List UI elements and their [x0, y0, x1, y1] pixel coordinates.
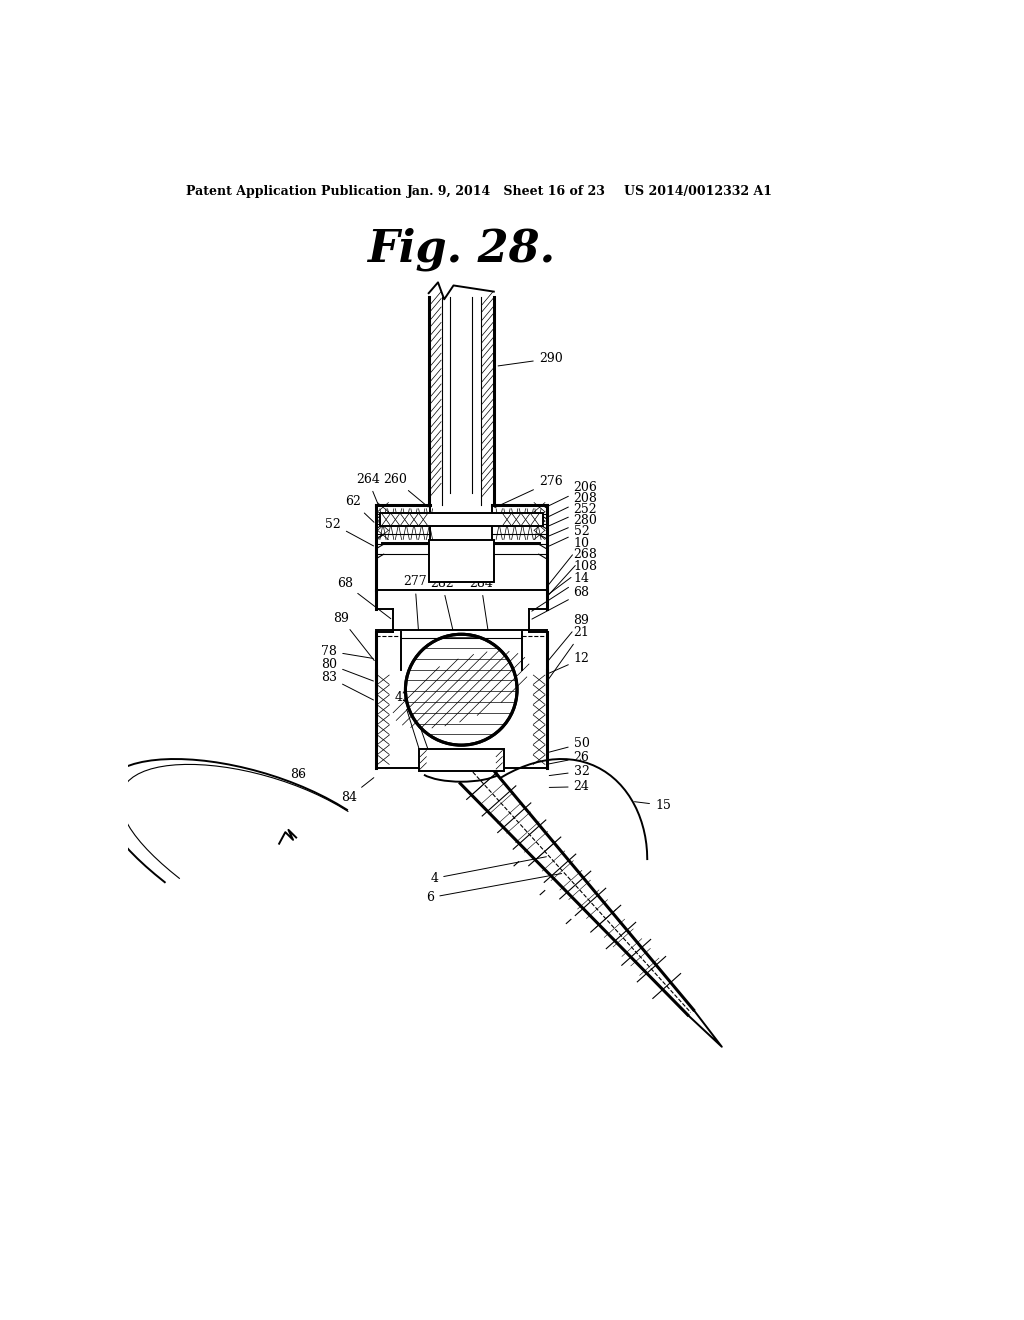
- Text: 282: 282: [430, 577, 454, 630]
- Bar: [429, 540, 494, 582]
- Text: 15: 15: [635, 799, 671, 812]
- Text: Patent Application Publication: Patent Application Publication: [186, 185, 401, 198]
- Text: 6: 6: [426, 874, 561, 904]
- Text: 26: 26: [549, 751, 590, 764]
- Text: 268: 268: [549, 548, 597, 595]
- Text: Fig. 28.: Fig. 28.: [368, 227, 555, 271]
- Text: 10: 10: [548, 537, 590, 585]
- Text: 52: 52: [549, 524, 590, 546]
- Text: 42: 42: [395, 690, 422, 758]
- Text: 52: 52: [326, 517, 374, 546]
- Text: 264: 264: [356, 473, 380, 506]
- Circle shape: [406, 635, 517, 744]
- Text: 8: 8: [411, 705, 433, 764]
- Text: 68: 68: [337, 577, 391, 619]
- Text: 32: 32: [549, 764, 590, 777]
- Text: 284: 284: [469, 577, 493, 630]
- Text: 252: 252: [547, 503, 597, 527]
- Text: 208: 208: [547, 492, 597, 517]
- Text: 84: 84: [341, 777, 374, 804]
- Text: 290: 290: [498, 352, 562, 366]
- Text: 206: 206: [545, 482, 597, 507]
- Text: US 2014/0012332 A1: US 2014/0012332 A1: [624, 185, 772, 198]
- Text: 280: 280: [547, 513, 597, 537]
- Text: 21: 21: [548, 626, 590, 680]
- Text: 260: 260: [383, 473, 428, 507]
- Text: 89: 89: [333, 611, 375, 660]
- Text: 108: 108: [549, 560, 598, 594]
- Text: Jan. 9, 2014   Sheet 16 of 23: Jan. 9, 2014 Sheet 16 of 23: [407, 185, 606, 198]
- Text: 276: 276: [495, 475, 562, 508]
- Text: 86: 86: [290, 768, 306, 781]
- Text: 80: 80: [322, 657, 374, 681]
- Text: 68: 68: [531, 586, 590, 619]
- Text: 24: 24: [549, 780, 590, 793]
- Text: 83: 83: [322, 671, 374, 700]
- Bar: [419, 748, 504, 771]
- Text: 12: 12: [549, 652, 590, 673]
- Bar: [380, 512, 543, 527]
- Text: 277: 277: [403, 576, 427, 630]
- Text: 62: 62: [345, 495, 374, 523]
- Text: 78: 78: [322, 644, 374, 659]
- Text: 4: 4: [430, 857, 547, 884]
- Text: 50: 50: [549, 737, 590, 752]
- Text: 89: 89: [548, 614, 590, 660]
- Text: 14: 14: [531, 573, 590, 611]
